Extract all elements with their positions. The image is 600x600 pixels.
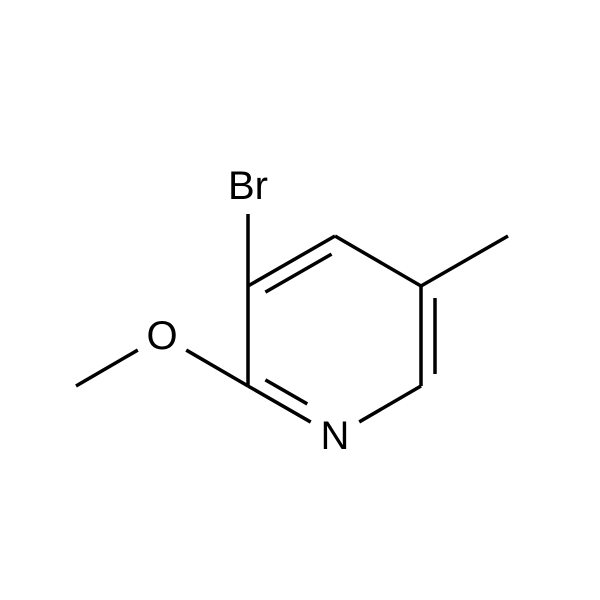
bond-line [186, 350, 248, 386]
atom-label-br: Br [228, 164, 268, 208]
bond-line [335, 236, 421, 286]
atom-label-o: O [146, 314, 177, 358]
bond-line [421, 236, 508, 286]
atom-label-n: N [321, 414, 350, 458]
bond-line [76, 350, 138, 386]
bond-line [359, 386, 421, 422]
chemical-structure-diagram: N O Br [0, 0, 600, 600]
bond-line [265, 254, 331, 292]
bond-line [248, 386, 311, 422]
bonds-layer [76, 214, 508, 422]
